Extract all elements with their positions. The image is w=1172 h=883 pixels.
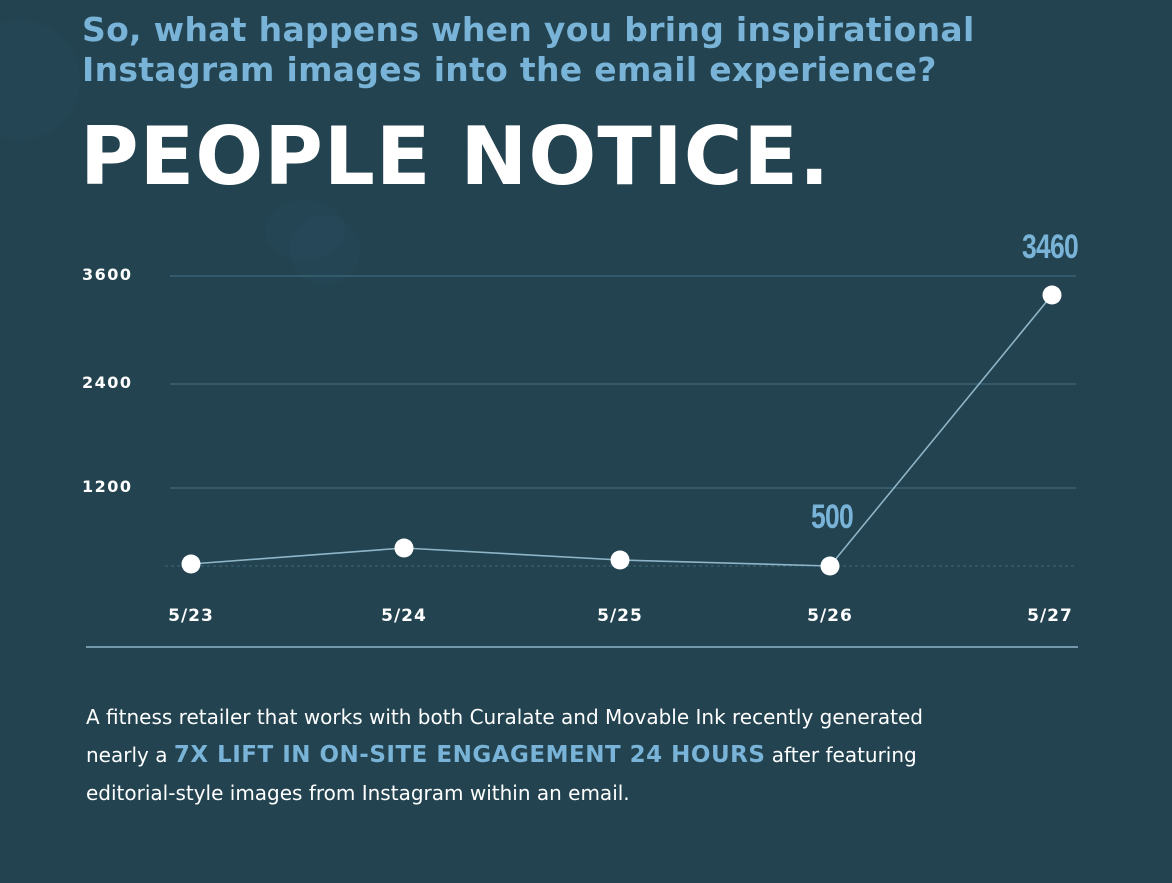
- subtitle: So, what happens when you bring inspirat…: [82, 10, 1082, 90]
- data-point: [610, 550, 630, 570]
- description-line-3: editorial-style images from Instagram wi…: [86, 781, 630, 805]
- y-tick-label: 1200: [82, 477, 133, 496]
- series-line: [190, 294, 1053, 567]
- background-decoration: [290, 215, 360, 285]
- headline: PEOPLE NOTICE.: [80, 110, 831, 203]
- y-tick-label: 2400: [82, 373, 133, 392]
- x-tick-label: 5/24: [381, 606, 427, 626]
- x-tick-label: 5/27: [1027, 606, 1073, 626]
- x-tick-label: 5/25: [597, 606, 643, 626]
- description-line-1: A fitness retailer that works with both …: [86, 705, 923, 729]
- x-tick-label: 5/26: [807, 606, 853, 626]
- subtitle-line-2: Instagram images into the email experien…: [82, 50, 937, 89]
- highlight-stat: 7X LIFT IN ON-SITE ENGAGEMENT 24 HOURS: [173, 742, 766, 768]
- x-tick-label: 5/23: [168, 606, 214, 626]
- value-callout: 500: [811, 498, 854, 536]
- data-point: [1042, 285, 1062, 305]
- description-text: nearly a: [86, 743, 174, 767]
- data-point: [181, 554, 201, 574]
- description-text: after featuring: [765, 743, 917, 767]
- value-callout: 3460: [1022, 228, 1079, 266]
- y-tick-label: 3600: [82, 265, 133, 284]
- data-point: [820, 556, 840, 576]
- subtitle-line-1: So, what happens when you bring inspirat…: [82, 10, 975, 49]
- data-point: [394, 538, 414, 558]
- description-line-2: nearly a 7X LIFT IN ON-SITE ENGAGEMENT 2…: [86, 736, 1086, 774]
- description-paragraph: A fitness retailer that works with both …: [86, 698, 1086, 812]
